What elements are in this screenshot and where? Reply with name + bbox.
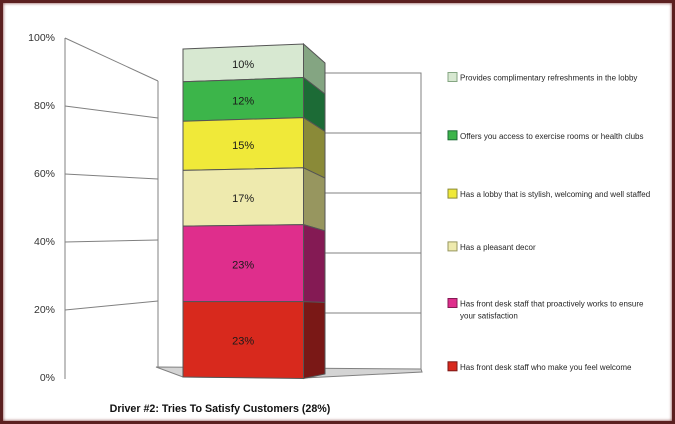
svg-text:0%: 0%: [40, 372, 55, 384]
svg-text:20%: 20%: [34, 304, 55, 316]
svg-text:Offers you access to exercise: Offers you access to exercise rooms or h…: [460, 132, 644, 141]
svg-text:Provides complimentary refresh: Provides complimentary refreshments in t…: [460, 74, 637, 83]
svg-text:Driver #2: Tries To Satisfy Cu: Driver #2: Tries To Satisfy Customers (2…: [110, 403, 331, 415]
svg-text:Has front desk staff that proa: Has front desk staff that proactively wo…: [460, 300, 644, 309]
svg-text:Has a pleasant decor: Has a pleasant decor: [460, 243, 536, 252]
svg-text:17%: 17%: [232, 193, 254, 205]
svg-text:80%: 80%: [34, 100, 55, 112]
svg-text:23%: 23%: [232, 260, 254, 272]
svg-text:your satisfaction: your satisfaction: [460, 312, 518, 321]
svg-text:Has a lobby that is stylish, w: Has a lobby that is stylish, welcoming a…: [460, 190, 650, 199]
svg-text:60%: 60%: [34, 168, 55, 180]
svg-text:12%: 12%: [232, 96, 254, 108]
svg-text:10%: 10%: [232, 59, 254, 71]
svg-text:40%: 40%: [34, 236, 55, 248]
svg-text:Has front desk staff who make: Has front desk staff who make you feel w…: [460, 363, 632, 372]
svg-text:15%: 15%: [232, 140, 254, 152]
svg-text:100%: 100%: [28, 32, 55, 44]
svg-text:23%: 23%: [232, 336, 254, 348]
